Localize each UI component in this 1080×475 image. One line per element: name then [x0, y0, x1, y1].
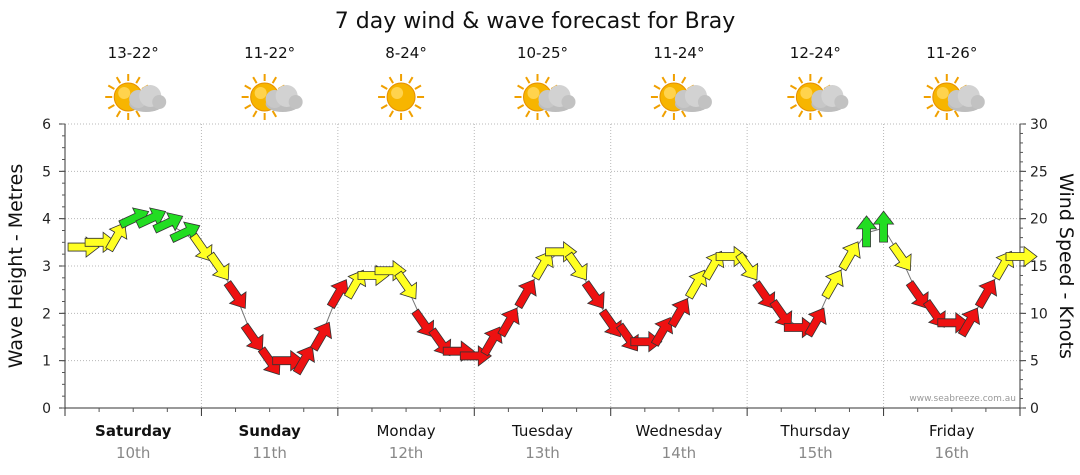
wind-arrow — [838, 241, 861, 272]
chart-title: 7 day wind & wave forecast for Bray — [335, 9, 735, 34]
wind-arrow — [105, 222, 128, 253]
y-right-tick-label: 5 — [1030, 354, 1039, 370]
day-date-label: 15th — [798, 444, 832, 462]
day-name-label: Wednesday — [636, 422, 723, 440]
y-right-tick-label: 0 — [1030, 401, 1039, 417]
y-right-tick-label: 10 — [1030, 306, 1048, 322]
temperature-label: 12-24° — [790, 44, 841, 62]
temperature-label: 13-22° — [108, 44, 159, 62]
wind-arrow — [957, 307, 981, 338]
y-left-tick-label: 6 — [42, 117, 51, 133]
wind-arrow — [598, 308, 622, 338]
wind-arrow — [497, 307, 520, 338]
wind-arrow — [974, 279, 998, 310]
day-name-label: Friday — [929, 422, 975, 440]
day-date-label: 14th — [662, 444, 696, 462]
partly-cloudy-icon — [650, 74, 712, 120]
temperature-label: 10-25° — [517, 44, 568, 62]
wind-arrow — [804, 307, 827, 338]
wind-arrow — [735, 251, 759, 281]
day-name-label: Thursday — [779, 422, 850, 440]
temperature-label: 11-26° — [926, 44, 977, 62]
temperature-label: 11-24° — [653, 44, 704, 62]
day-name-label: Monday — [376, 422, 435, 440]
wind-arrow — [480, 326, 503, 357]
y-left-tick-label: 3 — [42, 259, 51, 275]
day-date-label: 13th — [525, 444, 559, 462]
y-axis-right-label: Wind Speed - Knots — [1055, 173, 1077, 359]
temperature-label: 11-22° — [244, 44, 295, 62]
wind-arrow — [855, 215, 878, 248]
wind-arrow — [189, 232, 213, 262]
wind-arrow — [769, 299, 793, 328]
day-labels: Saturday 10th Sunday 11th Monday 12th Tuesday 1… — [95, 422, 975, 462]
weather-forecast-row: 13-22° 11-22° 8-24° 10-25° 11-24° 12-24° 11-26… — [105, 44, 985, 120]
wind-arrow — [650, 316, 674, 347]
wind-arrow — [309, 321, 332, 352]
grid-lines — [65, 123, 1020, 408]
wind-arrow — [531, 250, 554, 281]
wind-arrows — [67, 207, 1038, 376]
wind-arrow — [152, 212, 184, 234]
y-left-tick-label: 2 — [42, 306, 51, 322]
day-name-label: Tuesday — [511, 422, 573, 440]
axes: 0 1 2 3 4 5 6 0 5 10 15 20 25 30 — [42, 117, 1048, 417]
wind-arrow — [223, 280, 247, 309]
sun-icon — [378, 74, 425, 120]
wind-arrow — [240, 322, 264, 352]
credit-text: www.seabreeze.com.au — [909, 394, 1016, 404]
y-left-tick-label: 5 — [42, 164, 51, 180]
day-name-label: Saturday — [95, 422, 172, 440]
wind-arrow — [292, 345, 315, 376]
day-name-label: Sunday — [238, 422, 301, 440]
wind-arrow — [394, 270, 417, 300]
wind-arrow — [667, 298, 691, 329]
wind-arrow — [630, 330, 663, 353]
day-date-label: 10th — [116, 444, 150, 462]
y-left-tick-label: 4 — [42, 212, 51, 228]
wind-arrow — [872, 210, 895, 243]
wind-arrow — [411, 308, 435, 338]
y-right-tick-label: 20 — [1030, 212, 1048, 228]
temperature-label: 8-24° — [385, 44, 427, 62]
wind-arrow — [684, 269, 708, 300]
wind-arrow — [752, 280, 776, 309]
y-right-tick-label: 15 — [1030, 259, 1048, 275]
y-left-tick-label: 1 — [42, 354, 51, 370]
wind-arrow — [905, 280, 929, 309]
wind-arrow — [206, 251, 230, 281]
partly-cloudy-icon — [787, 74, 849, 120]
partly-cloudy-icon — [514, 74, 576, 120]
wind-arrow — [581, 280, 605, 309]
wind-arrow — [821, 269, 844, 300]
wind-arrow — [564, 251, 588, 281]
day-date-label: 12th — [389, 444, 423, 462]
partly-cloudy-icon — [241, 74, 303, 120]
partly-cloudy-icon — [105, 74, 167, 120]
y-right-tick-label: 25 — [1030, 164, 1048, 180]
wind-arrow — [514, 279, 537, 310]
wind-arrow — [1005, 245, 1038, 268]
y-left-tick-label: 0 — [42, 401, 51, 417]
wind-arrow — [888, 242, 912, 271]
day-date-label: 11th — [252, 444, 286, 462]
day-date-label: 16th — [935, 444, 969, 462]
y-right-tick-label: 30 — [1030, 117, 1048, 133]
y-axis-left-label: Wave Height - Metres — [5, 164, 27, 368]
partly-cloudy-icon — [923, 74, 985, 120]
